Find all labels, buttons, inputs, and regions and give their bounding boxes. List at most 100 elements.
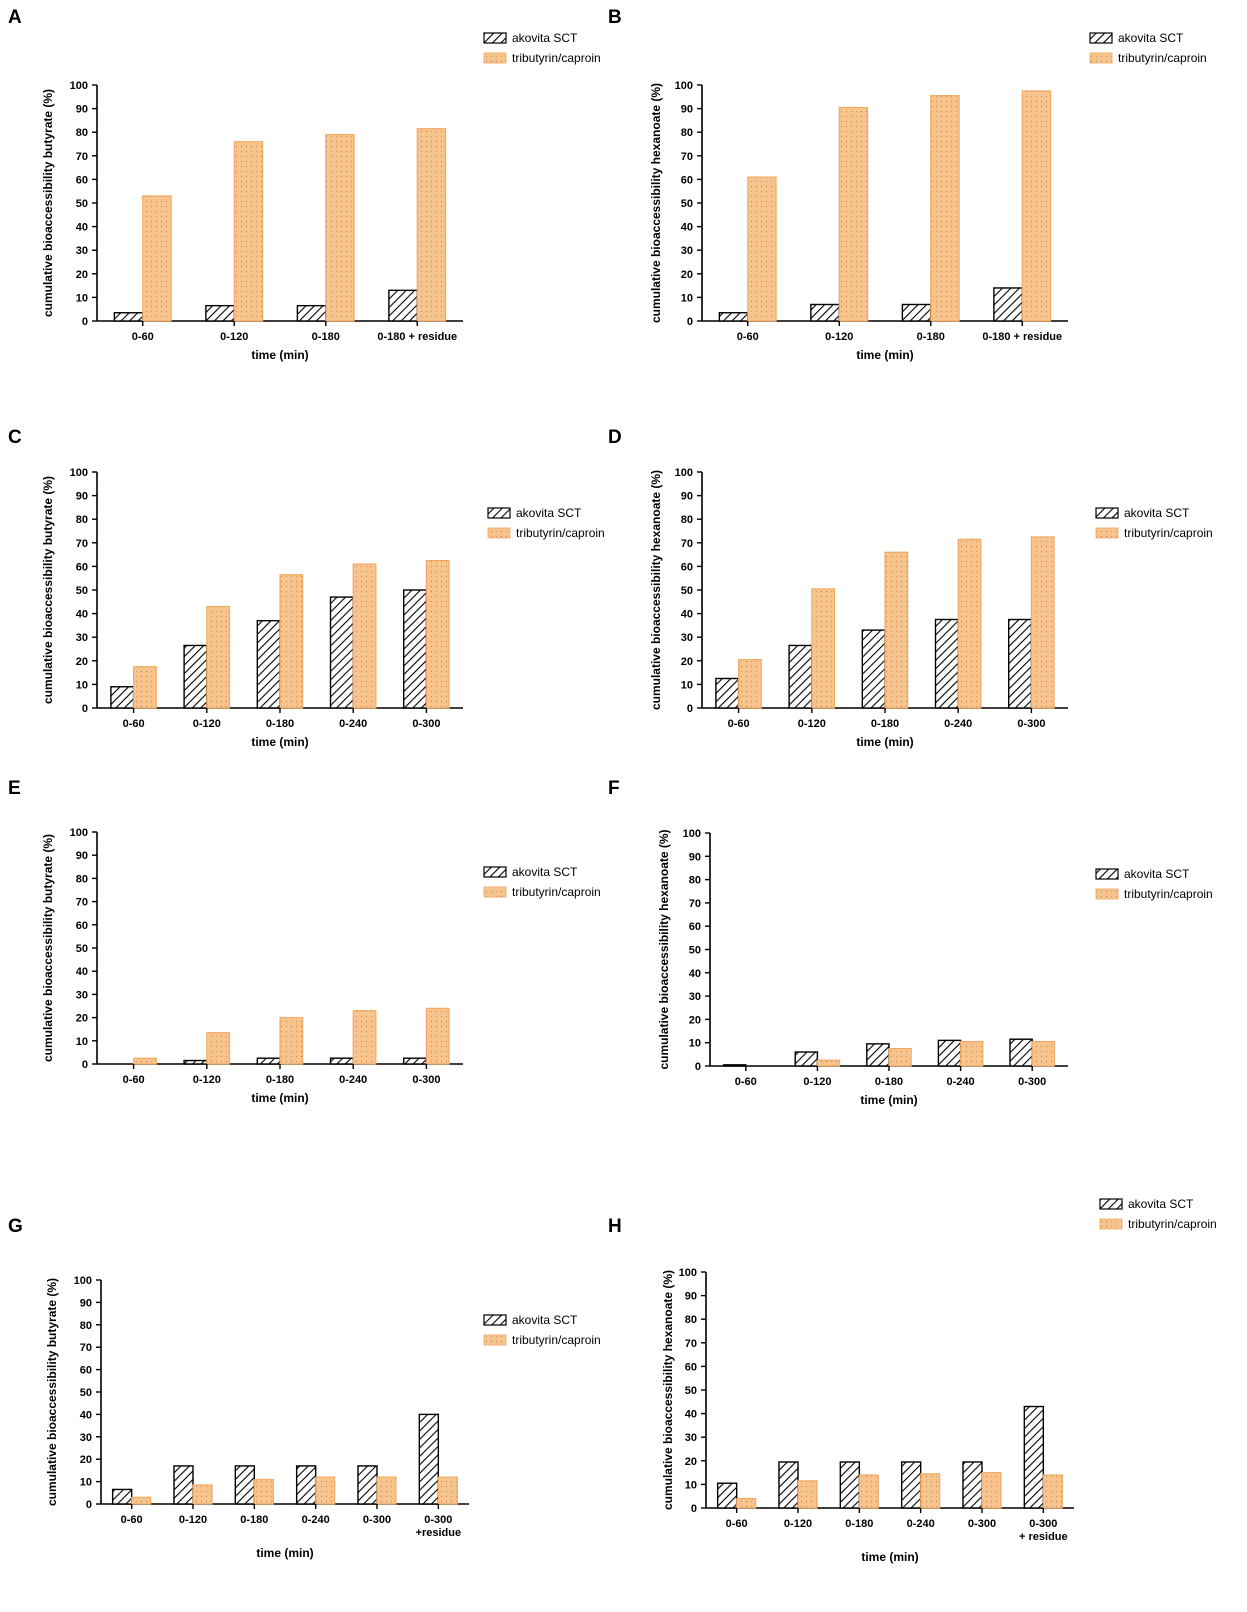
y-axis-title-A: cumulative bioaccessibility butyrate (%): [41, 89, 55, 317]
bar-E-s2-3: [352, 1010, 377, 1065]
bar-F-s1-0: [722, 1064, 747, 1067]
legend-swatch-H-2: [1099, 1218, 1123, 1230]
y-axis-title-B: cumulative bioaccessibility hexanoate (%…: [649, 83, 663, 323]
legend-label-C-2: tributyrin/caproin: [516, 526, 605, 540]
legend-label-C-1: akovita SCT: [516, 506, 582, 520]
y-tick-label-H: 0: [691, 1503, 697, 1515]
panel-letter-G: G: [8, 1216, 23, 1237]
legend-swatch-A-2: [483, 52, 507, 64]
y-tick-label-H: 10: [685, 1479, 697, 1491]
bar-E-s1-2: [256, 1057, 281, 1065]
y-tick-label-A: 70: [76, 151, 88, 163]
y-tick-label-A: 40: [76, 222, 88, 234]
y-tick-label-B: 10: [681, 292, 693, 304]
y-tick-label-D: 70: [681, 538, 693, 550]
legend-label-D-1: akovita SCT: [1124, 506, 1190, 520]
x-tick-label-D: 0-120: [798, 718, 826, 730]
legend-swatch-F-1: [1095, 868, 1119, 880]
y-tick-label-B: 20: [681, 269, 693, 281]
y-tick-label-F: 70: [689, 898, 701, 910]
x-tick-label-H: 0-240: [907, 1518, 935, 1530]
y-tick-label-G: 80: [80, 1320, 92, 1332]
legend-label-G-1: akovita SCT: [512, 1313, 578, 1327]
bar-D-s2-1: [811, 588, 836, 709]
bar-H-s2-5: [1042, 1474, 1063, 1509]
legend-swatch-D-2: [1095, 527, 1119, 539]
y-tick-label-D: 80: [681, 514, 693, 526]
x-tick-label-G: 0-300: [363, 1514, 391, 1526]
x-tick-label-G: 0-180: [240, 1514, 268, 1526]
x-axis-title-B: time (min): [856, 348, 913, 362]
bar-F-s1-3: [937, 1039, 962, 1067]
y-tick-label-G: 20: [80, 1454, 92, 1466]
bar-C-s2-0: [133, 666, 157, 709]
y-tick-label-B: 80: [681, 127, 693, 139]
x-tick-label-H: 0-60: [726, 1518, 748, 1530]
y-tick-label-D: 30: [681, 632, 693, 644]
bar-C-s1-4: [403, 589, 428, 709]
y-tick-label-A: 100: [70, 80, 88, 92]
y-tick-label-C: 50: [76, 585, 88, 597]
y-tick-label-C: 60: [76, 561, 88, 573]
y-tick-label-E: 0: [82, 1059, 88, 1071]
y-tick-label-F: 20: [689, 1014, 701, 1026]
bar-G-s2-0: [131, 1496, 152, 1505]
y-tick-label-D: 0: [687, 703, 693, 715]
bar-H-s2-3: [920, 1473, 941, 1509]
x-axis-title-E: time (min): [251, 1091, 308, 1105]
y-tick-label-C: 30: [76, 632, 88, 644]
x-tick-label-E: 0-120: [193, 1074, 221, 1086]
x-tick-label-G: 0-240: [302, 1514, 330, 1526]
panel-letter-B: B: [608, 7, 622, 28]
y-tick-label-D: 100: [675, 467, 693, 479]
x-tick-label-D: 0-300: [1017, 718, 1045, 730]
legend-label-A-1: akovita SCT: [512, 31, 578, 45]
bar-G-s1-5: [418, 1413, 440, 1505]
y-tick-label-B: 60: [681, 174, 693, 186]
y-tick-label-E: 40: [76, 966, 88, 978]
bar-E-s1-3: [329, 1057, 354, 1065]
y-tick-label-A: 10: [76, 292, 88, 304]
x-tick-label-F: 0-120: [803, 1076, 831, 1088]
y-axis-title-D: cumulative bioaccessibility hexanoate (%…: [649, 470, 663, 710]
y-tick-label-A: 30: [76, 245, 88, 257]
y-tick-label-G: 90: [80, 1297, 92, 1309]
bar-C-s1-1: [183, 644, 208, 709]
x-tick-label-C: 0-60: [123, 718, 145, 730]
bar-G-s1-3: [295, 1465, 317, 1505]
y-tick-label-G: 40: [80, 1409, 92, 1421]
legend-swatch-A-1: [483, 32, 507, 44]
y-tick-label-B: 70: [681, 151, 693, 163]
y-tick-label-H: 80: [685, 1314, 697, 1326]
x-tick-label-C: 0-180: [266, 718, 294, 730]
x-tick-label-D: 0-240: [944, 718, 972, 730]
x-tick-label-H: 0-300 + residue: [1019, 1518, 1068, 1543]
panel-letter-F: F: [608, 778, 620, 799]
y-tick-label-C: 0: [82, 703, 88, 715]
x-tick-label-B: 0-180: [917, 331, 945, 343]
bar-H-s1-3: [900, 1461, 922, 1509]
x-tick-label-E: 0-240: [339, 1074, 367, 1086]
y-tick-label-G: 10: [80, 1477, 92, 1489]
legend-swatch-G-2: [483, 1334, 507, 1346]
bar-D-s1-3: [934, 618, 959, 709]
bar-B-s2-1: [838, 106, 869, 322]
x-axis-title-C: time (min): [251, 735, 308, 749]
y-tick-label-G: 60: [80, 1365, 92, 1377]
y-tick-label-F: 50: [689, 945, 701, 957]
bar-G-s2-3: [315, 1476, 336, 1505]
y-tick-label-H: 60: [685, 1361, 697, 1373]
y-axis-title-F: cumulative bioaccessibility hexanoate (%…: [657, 829, 671, 1069]
y-tick-label-G: 100: [74, 1275, 92, 1287]
x-axis-title-G: time (min): [256, 1546, 313, 1560]
panel-letter-A: A: [8, 7, 22, 28]
legend-label-H-2: tributyrin/caproin: [1128, 1217, 1217, 1231]
x-tick-label-D: 0-60: [728, 718, 750, 730]
x-tick-label-C: 0-300: [412, 718, 440, 730]
y-tick-label-A: 60: [76, 174, 88, 186]
legend-swatch-C-1: [487, 507, 511, 519]
y-tick-label-H: 30: [685, 1432, 697, 1444]
bar-B-s1-3: [993, 287, 1023, 322]
x-tick-label-F: 0-60: [735, 1076, 757, 1088]
